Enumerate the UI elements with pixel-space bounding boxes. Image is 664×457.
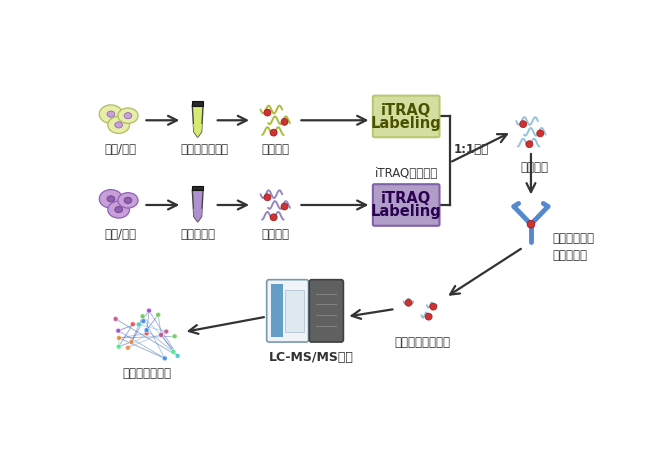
- Text: 富集的乙酰化肽段: 富集的乙酰化肽段: [394, 336, 450, 349]
- Text: 细胞/组织: 细胞/组织: [104, 143, 136, 156]
- Text: 1:1混合: 1:1混合: [454, 143, 489, 156]
- Circle shape: [281, 203, 288, 210]
- Polygon shape: [193, 124, 203, 137]
- Ellipse shape: [118, 108, 138, 123]
- Circle shape: [136, 322, 141, 327]
- Ellipse shape: [107, 196, 115, 202]
- Circle shape: [172, 334, 177, 339]
- Circle shape: [116, 344, 121, 349]
- Ellipse shape: [118, 193, 138, 208]
- Ellipse shape: [108, 117, 129, 133]
- Text: iTRAQ: iTRAQ: [381, 191, 432, 206]
- Text: 多肽片段: 多肽片段: [261, 228, 290, 241]
- Ellipse shape: [107, 111, 115, 117]
- Circle shape: [537, 130, 544, 137]
- Ellipse shape: [115, 207, 123, 213]
- Circle shape: [144, 331, 149, 336]
- Text: iTRAQ标记多肽: iTRAQ标记多肽: [374, 167, 438, 180]
- Circle shape: [116, 335, 122, 340]
- Circle shape: [144, 328, 149, 333]
- Circle shape: [430, 303, 437, 310]
- Text: 提取蛋白质: 提取蛋白质: [180, 143, 215, 156]
- Bar: [284, 290, 304, 332]
- Ellipse shape: [100, 105, 123, 123]
- Circle shape: [164, 329, 169, 334]
- Text: 细胞/组织: 细胞/组织: [104, 228, 136, 241]
- Circle shape: [425, 313, 432, 320]
- Polygon shape: [193, 209, 203, 222]
- Circle shape: [526, 141, 533, 148]
- Ellipse shape: [124, 197, 132, 203]
- Circle shape: [527, 220, 535, 228]
- FancyBboxPatch shape: [373, 96, 440, 137]
- Circle shape: [264, 194, 271, 201]
- Circle shape: [281, 118, 288, 125]
- Circle shape: [175, 354, 180, 358]
- Text: 蛋白: 蛋白: [214, 143, 228, 156]
- Circle shape: [520, 121, 527, 128]
- Text: 多肽片段: 多肽片段: [261, 143, 290, 156]
- Ellipse shape: [115, 122, 123, 128]
- Circle shape: [270, 129, 277, 136]
- Bar: [272, 284, 283, 337]
- Circle shape: [140, 314, 145, 319]
- Bar: [193, 186, 203, 191]
- Text: 提取蛋白质: 提取蛋白质: [180, 228, 215, 241]
- Text: 蛋白肽段: 蛋白肽段: [521, 161, 549, 174]
- Circle shape: [147, 308, 151, 313]
- Text: iTRAQ: iTRAQ: [381, 103, 432, 118]
- Circle shape: [162, 356, 167, 361]
- Text: 免疫沉淠富集
乙酰化肽段: 免疫沉淠富集 乙酰化肽段: [552, 232, 595, 262]
- Circle shape: [156, 312, 161, 317]
- Polygon shape: [193, 190, 203, 222]
- Polygon shape: [193, 105, 203, 137]
- Ellipse shape: [100, 190, 123, 208]
- Circle shape: [171, 349, 176, 354]
- Circle shape: [159, 332, 163, 337]
- Text: Labeling: Labeling: [371, 116, 442, 131]
- Text: 生物信息学分析: 生物信息学分析: [122, 367, 171, 380]
- Circle shape: [270, 214, 277, 221]
- Ellipse shape: [124, 112, 132, 119]
- FancyBboxPatch shape: [267, 280, 309, 342]
- Circle shape: [116, 328, 121, 333]
- Text: Labeling: Labeling: [371, 204, 442, 219]
- Circle shape: [125, 345, 130, 350]
- Circle shape: [129, 340, 134, 345]
- Circle shape: [113, 316, 118, 321]
- Bar: [193, 101, 203, 106]
- Circle shape: [141, 319, 146, 324]
- Ellipse shape: [108, 201, 129, 218]
- Text: LC-MS/MS分析: LC-MS/MS分析: [269, 351, 354, 364]
- FancyBboxPatch shape: [373, 184, 440, 226]
- FancyBboxPatch shape: [309, 280, 343, 342]
- Circle shape: [405, 299, 412, 306]
- Circle shape: [264, 109, 271, 116]
- Circle shape: [130, 322, 135, 327]
